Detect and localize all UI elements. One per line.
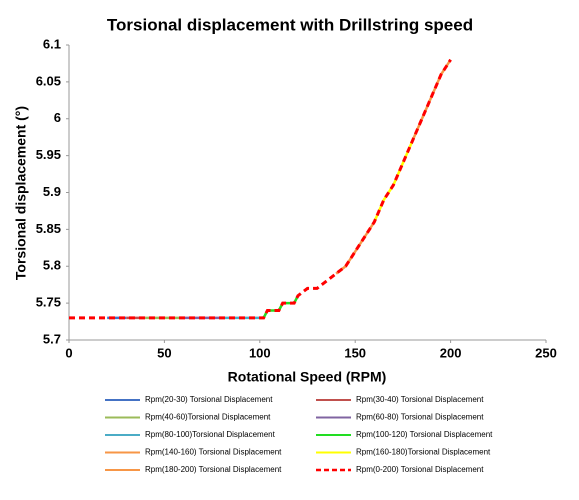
y-tick-label: 5.85 (36, 221, 61, 236)
legend-label: Rpm(160-180)Torsional Displacement (356, 448, 491, 457)
y-tick-label: 6.1 (43, 36, 61, 51)
x-tick-label: 250 (535, 345, 557, 360)
x-tick-label: 100 (249, 345, 271, 360)
y-tick-label: 6.05 (36, 73, 61, 88)
legend-label: Rpm(140-160) Torsional Displacement (145, 448, 282, 457)
legend-label: Rpm(20-30) Torsional Displacement (145, 395, 273, 404)
x-tick-label: 0 (65, 345, 72, 360)
x-tick-label: 200 (440, 345, 462, 360)
legend-label: Rpm(60-80) Torsional Displacement (356, 413, 484, 422)
x-tick-label: 150 (344, 345, 366, 360)
legend-label: Rpm(80-100)Torsional Displacement (145, 430, 276, 439)
y-tick-label: 6 (54, 110, 61, 125)
legend-label: Rpm(180-200) Torsional Displacement (145, 465, 282, 474)
x-axis-label: Rotational Speed (RPM) (228, 369, 387, 385)
legend-label: Rpm(100-120) Torsional Displacement (356, 430, 493, 439)
chart-title: Torsional displacement with Drillstring … (107, 15, 473, 34)
x-tick-label: 50 (157, 345, 171, 360)
series-line (411, 59, 452, 142)
y-tick-label: 5.8 (43, 258, 61, 273)
y-tick-label: 5.95 (36, 147, 61, 162)
series-line (69, 58, 452, 320)
legend-label: Rpm(40-60)Torsional Displacement (145, 413, 271, 422)
legend-label: Rpm(30-40) Torsional Displacement (356, 395, 484, 404)
y-tick-label: 5.9 (43, 184, 61, 199)
y-tick-label: 5.7 (43, 331, 61, 346)
y-axis-label: Torsional displacement (°) (13, 106, 29, 280)
legend-label: Rpm(0-200) Torsional Displacement (356, 465, 484, 474)
series-line (373, 140, 414, 223)
y-tick-label: 5.75 (36, 295, 61, 310)
series-line (259, 295, 300, 320)
